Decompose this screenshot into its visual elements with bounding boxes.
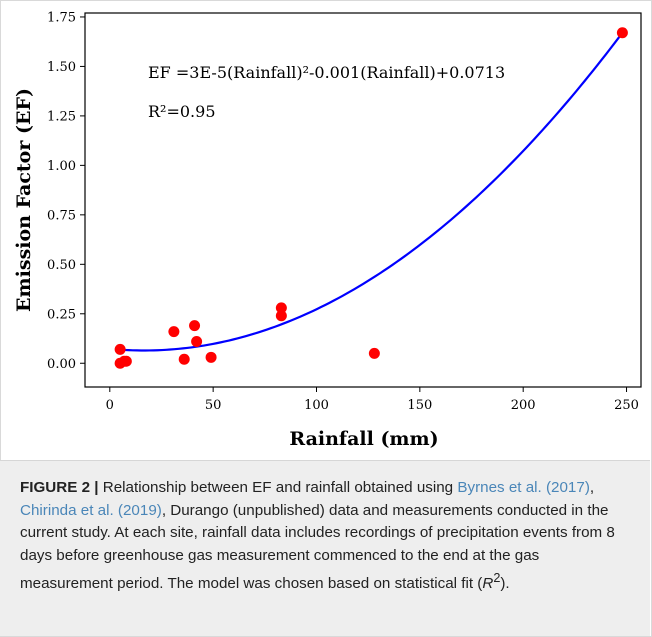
y-axis-title: Emission Factor (EF) (13, 88, 35, 312)
x-tick-label: 100 (304, 398, 329, 413)
y-tick-label: 1.50 (47, 60, 76, 75)
y-tick-label: 1.25 (47, 109, 76, 124)
caption-italic-r: R (482, 575, 494, 593)
x-tick-label: 50 (205, 398, 222, 413)
y-tick-label: 1.00 (47, 159, 76, 174)
x-tick-label: 200 (511, 398, 536, 413)
fit-curve (120, 32, 624, 352)
figure-label: FIGURE 2 | (20, 479, 99, 496)
x-tick-label: 150 (407, 398, 432, 413)
equation-annotation: EF =3E-5(Rainfall)²-0.001(Rainfall)+0.07… (148, 63, 505, 82)
fit-curve-layer (120, 32, 624, 352)
x-ticks: 0 50 100 150 200 250 (106, 387, 639, 413)
y-tick-label: 0.50 (47, 258, 76, 273)
data-point (275, 310, 287, 322)
caption-text: Relationship between EF and rainfall obt… (98, 479, 458, 496)
plot-area (84, 12, 642, 388)
y-ticks: 0.00 0.25 0.50 0.75 1.00 1.25 1.50 1.75 (47, 10, 85, 372)
data-point (368, 347, 380, 359)
data-point (114, 343, 126, 355)
data-point (205, 351, 217, 363)
data-point (120, 355, 132, 367)
scatter-chart: 0 50 100 150 200 250 0.00 0.25 0.50 0.75 1.00 1.25… (13, 10, 642, 450)
caption-box (0, 460, 650, 636)
r-squared-annotation: R²=0.95 (148, 102, 216, 121)
caption-superscript: 2 (493, 571, 501, 585)
caption-text: ). (500, 575, 510, 593)
data-point (191, 335, 203, 347)
data-point (178, 353, 190, 365)
reference-link-chirinda[interactable]: Chirinda et al. (2019) (20, 501, 162, 519)
data-point (275, 302, 287, 314)
data-point (168, 326, 180, 338)
data-point (189, 320, 201, 332)
y-tick-label: 0.75 (47, 208, 76, 223)
x-tick-label: 250 (614, 398, 639, 413)
y-tick-label: 1.75 (47, 10, 76, 25)
reference-link-byrnes[interactable]: Byrnes et al. (2017) (457, 479, 590, 496)
x-tick-label: 0 (106, 398, 114, 413)
x-axis-title: Rainfall (mm) (289, 428, 438, 450)
caption-text: , Durango (unpublished) data and measure… (20, 501, 615, 593)
y-tick-label: 0.00 (47, 357, 76, 372)
data-points-layer (114, 27, 628, 369)
y-tick-label: 0.25 (47, 307, 76, 322)
figure-caption: FIGURE 2 | Relationship between EF and r… (20, 477, 632, 596)
caption-text: , (589, 479, 595, 496)
data-point (616, 27, 628, 39)
